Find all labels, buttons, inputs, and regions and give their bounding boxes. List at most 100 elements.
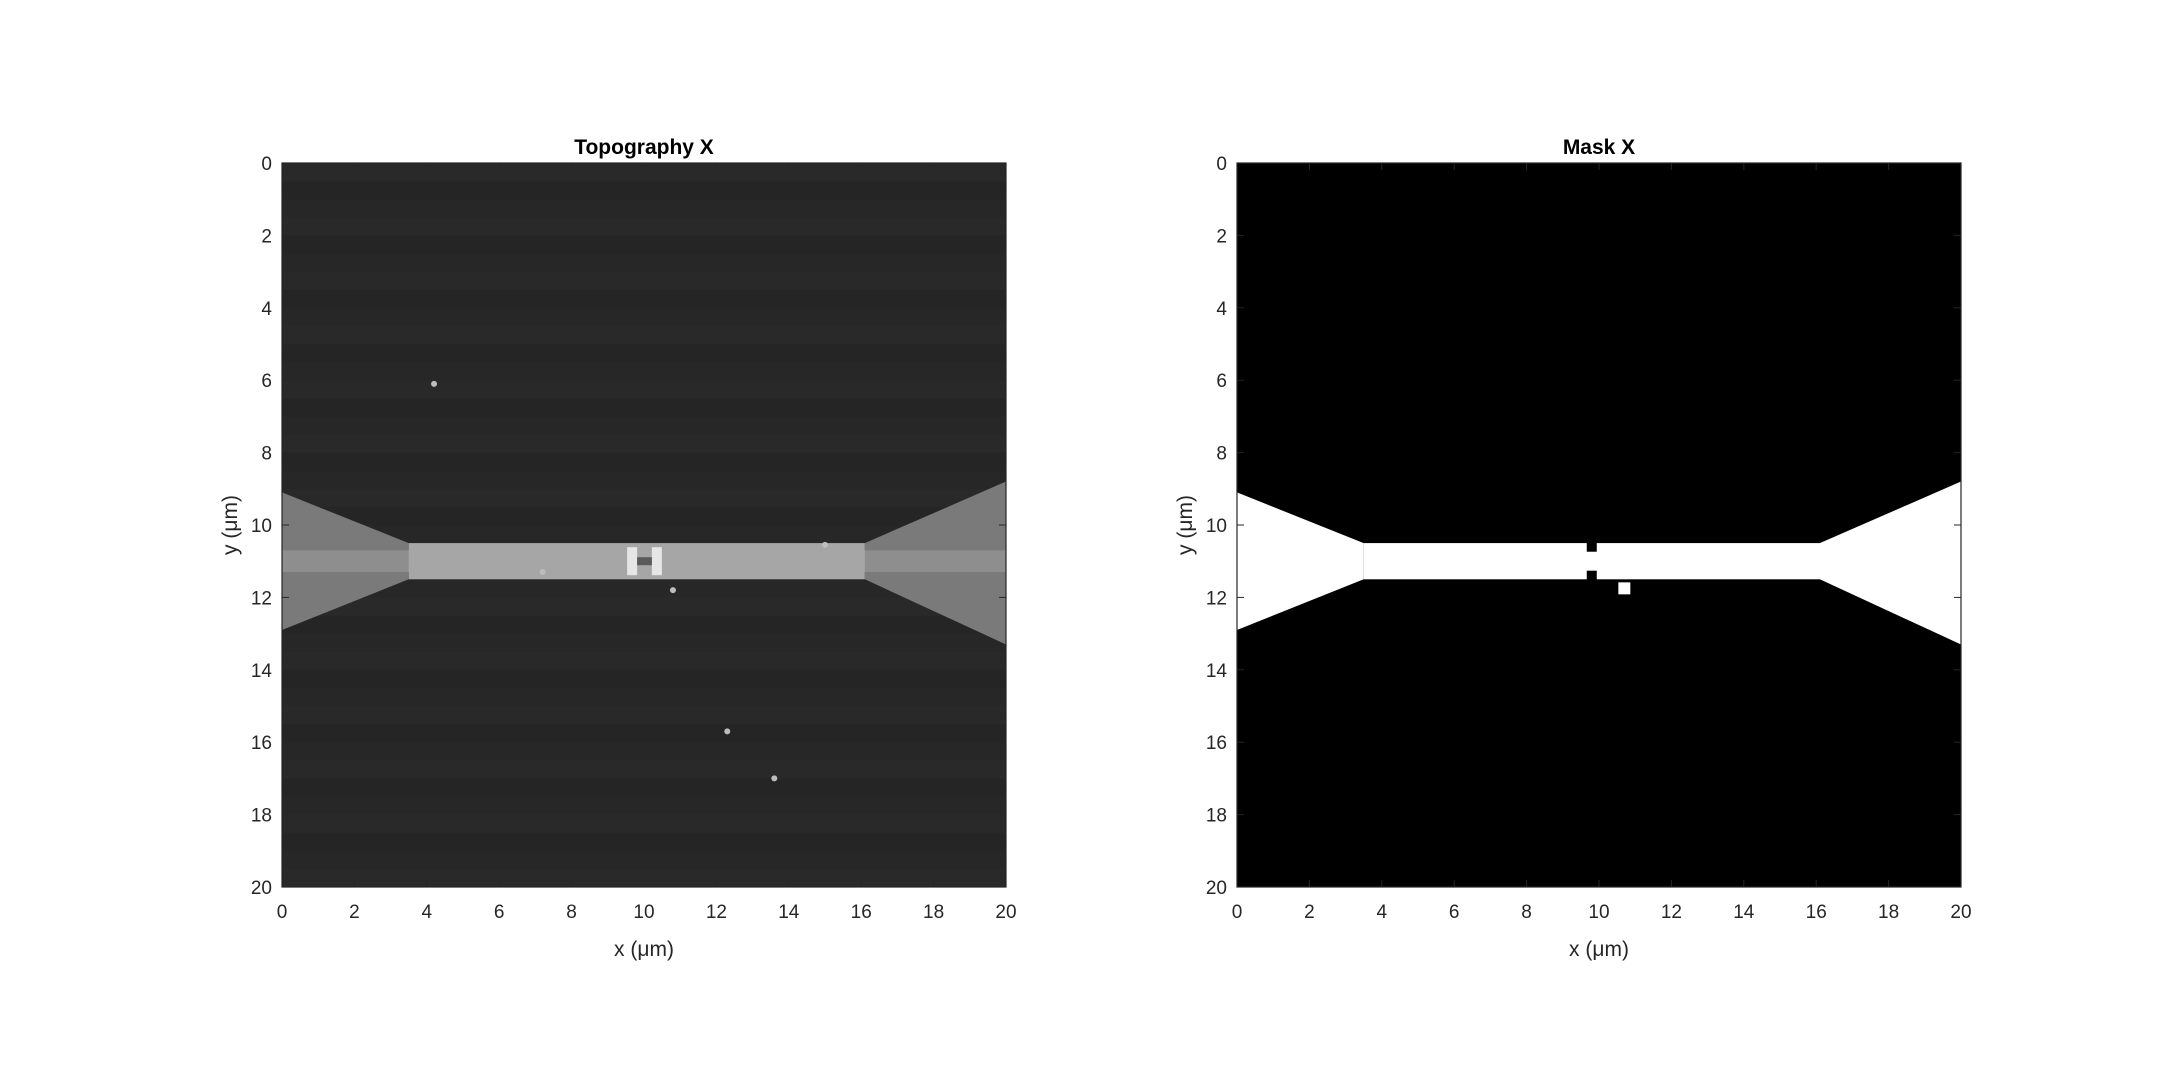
scan-line <box>282 615 1006 635</box>
scan-line <box>282 796 1006 816</box>
y-tick-label: 6 <box>1216 371 1227 392</box>
scan-line <box>282 362 1006 381</box>
y-tick-label: 16 <box>251 733 272 754</box>
particle <box>431 380 438 387</box>
particle <box>539 569 546 576</box>
x-tick-label: 14 <box>778 902 800 923</box>
y-tick-label: 10 <box>1206 516 1227 537</box>
y-tick-label: 10 <box>251 516 272 537</box>
topography-x-axis-label: x (μm) <box>614 938 674 961</box>
x-tick-label: 10 <box>1588 902 1609 923</box>
scan-line <box>282 416 1006 435</box>
scan-line <box>282 271 1006 291</box>
mask-left-electrode <box>1237 492 1364 630</box>
mask-image <box>1237 163 1961 887</box>
scan-line <box>282 760 1006 779</box>
scan-line <box>282 778 1006 797</box>
x-tick-label: 10 <box>633 902 654 923</box>
scan-line <box>282 742 1006 761</box>
y-tick-label: 2 <box>1216 226 1227 247</box>
scan-line <box>282 380 1006 399</box>
x-tick-label: 18 <box>1878 902 1899 923</box>
scan-line <box>282 651 1006 671</box>
x-tick-label: 8 <box>566 902 577 923</box>
scan-line <box>282 579 1006 598</box>
y-tick-label: 16 <box>1206 733 1227 754</box>
x-tick-label: 8 <box>1521 902 1532 923</box>
scan-line <box>282 832 1006 852</box>
y-tick-label: 4 <box>261 299 272 320</box>
scan-line <box>282 199 1006 218</box>
scan-line <box>282 488 1006 508</box>
x-tick-label: 0 <box>277 902 288 923</box>
y-tick-label: 0 <box>261 154 272 175</box>
mask-y-axis-label: y (μm) <box>1174 495 1197 555</box>
x-tick-label: 14 <box>1733 902 1755 923</box>
scan-line <box>282 633 1006 653</box>
scan-line <box>282 344 1006 363</box>
junction-right-pad <box>651 547 662 576</box>
y-tick-label: 12 <box>251 588 272 609</box>
y-tick-label: 20 <box>251 878 272 899</box>
y-tick-label: 4 <box>1216 299 1227 320</box>
mask-hole <box>1586 541 1597 552</box>
mask-title: Mask X <box>1563 136 1635 159</box>
x-tick-label: 4 <box>422 902 433 923</box>
scan-line <box>282 814 1006 834</box>
scan-line <box>282 597 1006 616</box>
scan-line <box>282 506 1006 526</box>
x-tick-label: 20 <box>1950 902 1971 923</box>
y-tick-label: 0 <box>1216 154 1227 175</box>
mask-x-axis-label: x (μm) <box>1569 938 1629 961</box>
scan-line <box>282 434 1006 454</box>
y-tick-label: 18 <box>251 806 272 827</box>
x-tick-label: 12 <box>706 902 727 923</box>
scan-line <box>282 706 1006 725</box>
particle <box>669 587 676 594</box>
scan-line <box>282 181 1006 200</box>
mask-right-electrode <box>1819 481 1961 645</box>
x-tick-label: 2 <box>1304 902 1315 923</box>
y-tick-label: 20 <box>1206 878 1227 899</box>
scan-line <box>282 452 1006 472</box>
particle <box>724 728 731 735</box>
y-tick-label: 2 <box>261 226 272 247</box>
mask-dot <box>1618 582 1631 595</box>
scan-line <box>282 253 1006 273</box>
x-tick-label: 4 <box>1377 902 1388 923</box>
y-tick-label: 18 <box>1206 806 1227 827</box>
scan-line <box>282 850 1006 870</box>
y-tick-label: 8 <box>261 444 272 465</box>
scan-line <box>282 868 1006 887</box>
scan-line <box>282 289 1006 309</box>
x-tick-label: 12 <box>1661 902 1682 923</box>
scan-line <box>282 235 1006 254</box>
scan-line <box>282 470 1006 490</box>
y-tick-label: 14 <box>1206 661 1228 682</box>
particle <box>822 541 828 548</box>
junction-left-pad <box>627 547 638 576</box>
x-tick-label: 18 <box>923 902 944 923</box>
scan-line <box>282 724 1006 743</box>
y-tick-label: 12 <box>1206 588 1227 609</box>
x-tick-label: 2 <box>349 902 360 923</box>
x-tick-label: 16 <box>851 902 872 923</box>
scan-line <box>282 525 1006 544</box>
topography-panel: 0 2 4 6 8 10 12 14 16 18 2002468101214161820Topogr… <box>219 136 1017 961</box>
x-tick-label: 0 <box>1232 902 1243 923</box>
topography-y-axis-label: y (μm) <box>219 495 242 555</box>
scan-line <box>282 307 1006 327</box>
topography-title: Topography X <box>574 136 714 159</box>
x-tick-label: 6 <box>494 902 505 923</box>
topography-image <box>282 163 1006 887</box>
x-tick-label: 6 <box>1449 902 1460 923</box>
scan-line <box>282 163 1006 182</box>
scan-line <box>282 398 1006 417</box>
y-tick-label: 14 <box>251 661 273 682</box>
scan-line <box>282 669 1006 689</box>
mask-background <box>1237 163 1961 887</box>
mask-hole <box>1586 570 1597 581</box>
y-tick-label: 8 <box>1216 444 1227 465</box>
